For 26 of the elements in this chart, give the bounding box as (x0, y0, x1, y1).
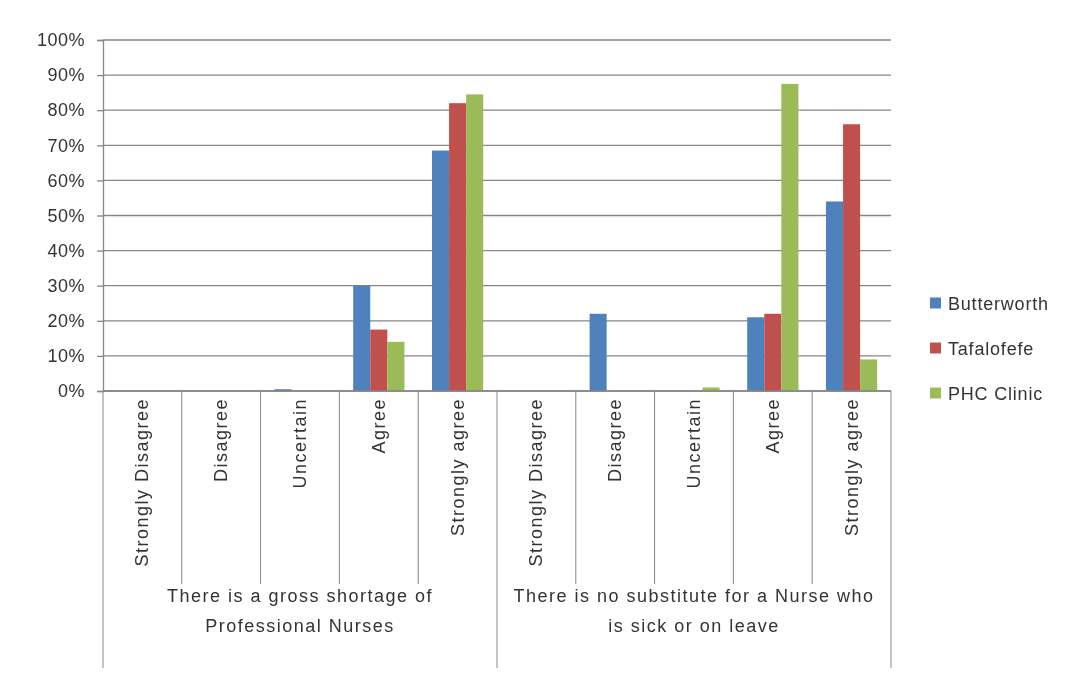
y-tick-label: 30% (47, 275, 85, 296)
legend-label: Butterworth (948, 293, 1049, 314)
y-tick-label: 50% (47, 205, 85, 226)
x-tick-label: Disagree (605, 398, 626, 483)
x-tick-label: Strongly Disagree (526, 398, 547, 567)
text: There is no substitute for a Nurse who is sick or on leave (513, 586, 875, 636)
x-tick-label: Uncertain (684, 398, 704, 489)
y-tick-label: 0% (57, 381, 85, 402)
y-tick-label: 60% (47, 170, 85, 191)
x-tick-label: Uncertain (290, 398, 310, 489)
y-tick-label: 90% (47, 65, 85, 86)
x-tick-label: Agree (368, 398, 389, 454)
y-tick-label: 20% (47, 311, 85, 332)
x-tick-label: Disagree (211, 398, 232, 483)
y-tick-label: 70% (47, 135, 85, 156)
y-tick-label: 100% (36, 30, 85, 51)
x-tick-label: Agree (762, 398, 783, 454)
x-tick-label: Strongly Disagree (132, 398, 153, 567)
y-tick-label: 40% (47, 240, 85, 261)
x-tick-label: Strongly agree (447, 398, 468, 537)
y-tick-label: 10% (47, 346, 85, 367)
legend-label: PHC Clinic (948, 383, 1044, 404)
y-tick-label: 80% (47, 100, 85, 121)
text: There is a gross shortage of Professional Nurses (166, 586, 434, 636)
legend-label: Tafalofefe (948, 338, 1035, 359)
x-tick-label: Strongly agree (841, 398, 862, 537)
